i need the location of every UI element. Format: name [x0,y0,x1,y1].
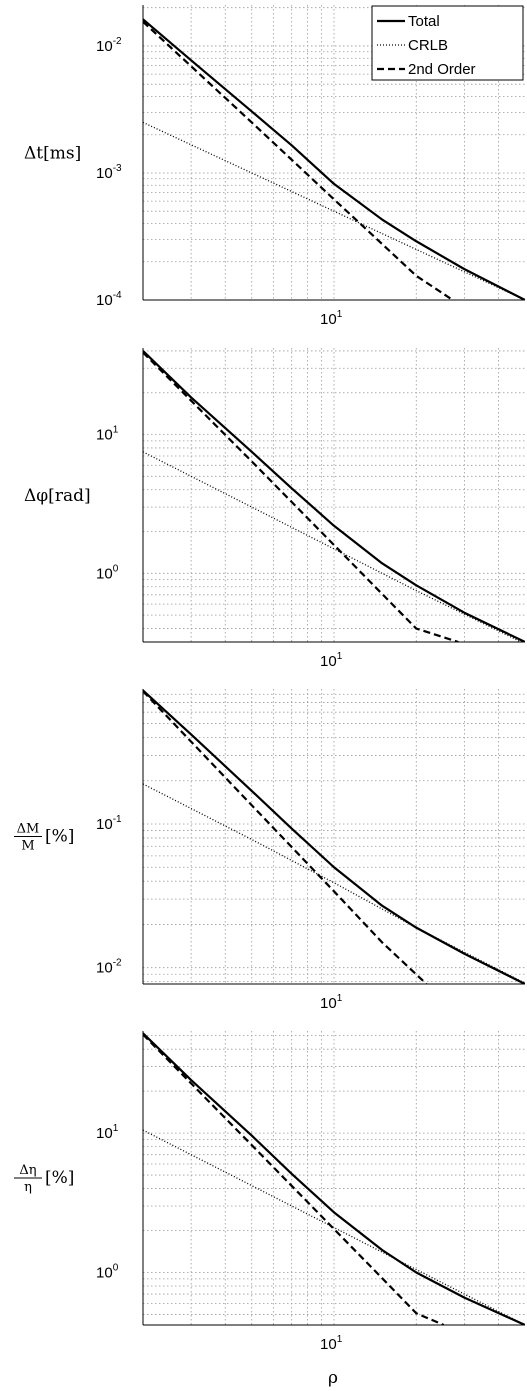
y-label-unit: [%] [45,1168,74,1188]
legend-label: 2nd Order [408,61,476,78]
x-tick-base: 10 [320,995,337,1012]
series-line-solid [143,18,525,300]
x-tick-exp: 1 [337,309,343,320]
x-tick-exp: 1 [337,651,343,662]
y-tick-exp: -3 [113,163,122,174]
x-tick-base: 10 [320,311,337,328]
y-tick-exp: -4 [113,290,122,301]
y-tick-label: 101 [96,1123,119,1142]
y-tick-exp: -1 [113,814,122,825]
legend-label: CRLB [408,37,448,54]
y-tick-base: 10 [96,38,113,55]
y-tick-label: 101 [96,425,119,444]
y-tick-exp: 1 [113,1123,119,1134]
series-line-dashed [143,690,428,984]
x-tick-label: 101 [320,1334,343,1353]
y-axis-label: Δη η [%] [14,1163,74,1195]
x-grid [190,348,499,642]
x-axis-label: ρ [328,1368,338,1388]
y-tick-exp: 0 [113,1262,119,1273]
y-tick-label: 100 [96,1262,119,1281]
x-tick-label: 101 [320,651,343,670]
y-label-denominator: η [24,1180,32,1195]
x-tick-exp: 1 [337,1334,343,1345]
y-axis-label: Δφ[rad] [24,486,91,506]
y-tick-exp: -2 [113,36,122,47]
x-grid [190,1031,499,1325]
y-tick-label: 10-4 [96,290,122,309]
series-group [143,18,525,300]
x-tick-base: 10 [320,1336,337,1353]
series-line-dotted [143,1129,525,1325]
y-axis-label: ΔM M [%] [14,822,74,854]
series-group [143,1032,525,1325]
y-tick-base: 10 [96,165,113,182]
y-tick-label: 10-2 [96,958,122,977]
series-line-dashed [143,20,454,300]
y-tick-exp: 0 [113,563,119,574]
y-tick-base: 10 [96,1264,113,1281]
y-tick-base: 10 [96,427,113,444]
x-tick-base: 10 [320,653,337,670]
y-label-unit: [%] [45,827,74,847]
legend-label: Total [408,13,440,30]
y-tick-exp: 1 [113,425,119,436]
series-line-solid [143,350,525,642]
x-grid [190,689,499,984]
legend: Total CRLB 2nd Order [371,5,524,81]
y-tick-label: 10-3 [96,163,122,182]
series-line-dotted [143,451,523,642]
y-tick-label: 10-2 [96,36,122,55]
y-label-numerator: ΔM [17,822,40,837]
y-tick-label: 100 [96,563,119,582]
series-line-dotted [143,121,525,300]
x-tick-exp: 1 [337,993,343,1004]
y-tick-base: 10 [96,816,113,833]
series-line-solid [143,689,525,984]
y-label-denominator: M [21,839,34,854]
y-axis-label: Δt[ms] [24,144,81,164]
y-tick-base: 10 [96,565,113,582]
legend-box [371,5,524,81]
y-tick-label: 10-1 [96,814,122,833]
y-label-numerator: Δη [19,1163,36,1178]
y-tick-exp: -2 [113,958,122,969]
x-tick-label: 101 [320,993,343,1012]
y-tick-base: 10 [96,960,113,977]
series-group [143,350,525,642]
x-tick-label: 101 [320,309,343,328]
series-group [143,689,525,984]
y-tick-base: 10 [96,292,113,309]
series-line-dotted [143,783,525,984]
y-tick-base: 10 [96,1125,113,1142]
series-line-solid [143,1032,525,1325]
